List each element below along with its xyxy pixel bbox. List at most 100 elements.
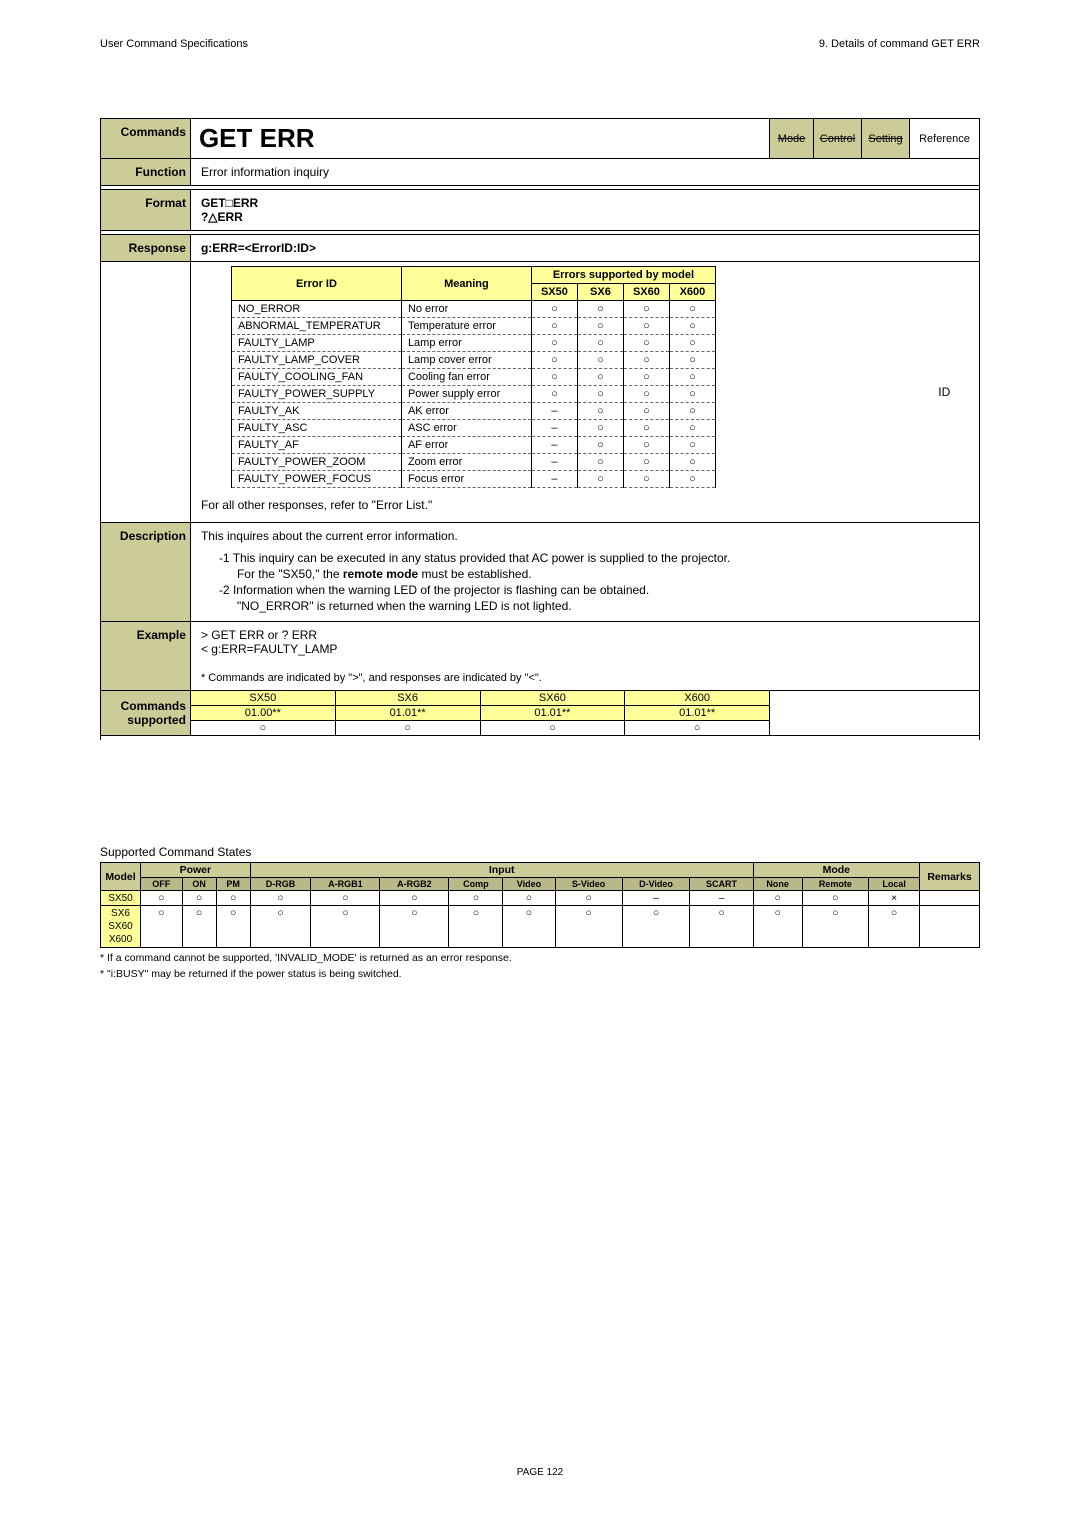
sub-col: ON xyxy=(182,878,216,891)
response-footer: For all other responses, refer to "Error… xyxy=(201,498,900,512)
sup-mark-2: ○ xyxy=(480,721,625,736)
state-cell: ○ xyxy=(753,891,802,906)
states-title: Supported Command States xyxy=(100,845,980,859)
state-cell: × xyxy=(869,891,920,906)
header-reference: Reference xyxy=(909,119,979,159)
error-row: ABNORMAL_TEMPERATURTemperature error○○○○ xyxy=(231,318,715,335)
state-cell: ○ xyxy=(380,891,449,906)
sup-col-0: SX50 xyxy=(190,691,335,706)
state-cell xyxy=(920,891,980,906)
sup-ver-0: 01.00** xyxy=(190,706,335,721)
state-cell: ○ xyxy=(380,906,449,948)
state-cell: ○ xyxy=(802,906,869,948)
sup-col-1: SX6 xyxy=(335,691,480,706)
state-cell: ○ xyxy=(555,891,622,906)
sub-col: Remote xyxy=(802,878,869,891)
footnote-2: * "i:BUSY" may be returned if the power … xyxy=(100,968,980,980)
state-cell: – xyxy=(690,891,753,906)
state-cell: ○ xyxy=(449,891,503,906)
col-x600: X600 xyxy=(669,284,715,301)
error-row: FAULTY_POWER_SUPPLYPower supply error○○○… xyxy=(231,386,715,403)
state-cell: ○ xyxy=(753,906,802,948)
grp-input: Input xyxy=(250,863,753,878)
example-cell: > GET ERR or ? ERR < g:ERR=FAULTY_LAMP *… xyxy=(190,622,979,691)
sup-col-3: X600 xyxy=(625,691,770,706)
error-row: FAULTY_LAMPLamp error○○○○ xyxy=(231,335,715,352)
error-row: FAULTY_AKAK error–○○○ xyxy=(231,403,715,420)
header-left: User Command Specifications xyxy=(100,38,248,50)
state-cell: ○ xyxy=(250,891,311,906)
state-cell: ○ xyxy=(555,906,622,948)
state-cell: ○ xyxy=(869,906,920,948)
sub-col: Comp xyxy=(449,878,503,891)
sub-col: S-Video xyxy=(555,878,622,891)
error-table: Error ID Meaning Errors supported by mod… xyxy=(231,266,716,488)
state-cell: ○ xyxy=(503,906,555,948)
sup-mark-0: ○ xyxy=(190,721,335,736)
label-example: Example xyxy=(101,622,191,691)
sub-col: D-Video xyxy=(622,878,690,891)
states-table: Model Power Input Mode Remarks OFFONPMD-… xyxy=(100,862,980,948)
sub-col: Video xyxy=(503,878,555,891)
error-row: FAULTY_AFAF error–○○○ xyxy=(231,437,715,454)
sup-col-2: SX60 xyxy=(480,691,625,706)
state-cell: ○ xyxy=(216,891,250,906)
state-cell: ○ xyxy=(503,891,555,906)
state-cell: ○ xyxy=(141,906,183,948)
desc-n2a: -2 Information when the warning LED of t… xyxy=(201,583,969,597)
desc-n1a: -1 This inquiry can be executed in any s… xyxy=(201,551,969,565)
sub-col: A-RGB1 xyxy=(311,878,380,891)
header-right: 9. Details of command GET ERR xyxy=(819,38,980,50)
error-row: FAULTY_COOLING_FANCooling fan error○○○○ xyxy=(231,369,715,386)
sup-mark-3: ○ xyxy=(625,721,770,736)
error-row: NO_ERRORNo error○○○○ xyxy=(231,301,715,318)
header-mode: Mode xyxy=(770,119,814,159)
example-line-1: > GET ERR or ? ERR xyxy=(201,628,317,642)
sup-mark-1: ○ xyxy=(335,721,480,736)
sub-col: D-RGB xyxy=(250,878,311,891)
desc-n2b: "NO_ERROR" is returned when the warning … xyxy=(201,599,969,613)
sub-col: Local xyxy=(869,878,920,891)
grp-remarks: Remarks xyxy=(920,863,980,891)
label-response: Response xyxy=(101,235,191,262)
col-meaning: Meaning xyxy=(401,267,531,301)
example-note: * Commands are indicated by ">", and res… xyxy=(201,672,542,684)
sub-col: A-RGB2 xyxy=(380,878,449,891)
model-cell-group: SX6SX60X600 xyxy=(101,906,141,948)
id-side: ID xyxy=(909,262,979,523)
label-cmds-supported: Commandssupported xyxy=(101,691,191,736)
grp-mode: Mode xyxy=(753,863,919,878)
sup-ver-1: 01.01** xyxy=(335,706,480,721)
example-line-2: < g:ERR=FAULTY_LAMP xyxy=(201,642,338,656)
state-cell: ○ xyxy=(690,906,753,948)
state-cell: ○ xyxy=(182,906,216,948)
format-line-2: ?△ERR xyxy=(201,210,243,224)
error-row: FAULTY_POWER_ZOOMZoom error–○○○ xyxy=(231,454,715,471)
state-cell: ○ xyxy=(250,906,311,948)
sup-ver-3: 01.01** xyxy=(625,706,770,721)
state-cell: ○ xyxy=(622,906,690,948)
command-name: GET ERR xyxy=(190,119,769,159)
state-cell: ○ xyxy=(182,891,216,906)
col-esbm: Errors supported by model xyxy=(531,267,715,284)
command-spec-table: Commands GET ERR Mode Control Setting Re… xyxy=(100,118,980,740)
label-commands: Commands xyxy=(101,119,191,159)
desc-n1b: For the "SX50," the remote mode must be … xyxy=(201,567,969,581)
state-cell: ○ xyxy=(141,891,183,906)
response-body: Error ID Meaning Errors supported by mod… xyxy=(190,262,909,523)
error-row: FAULTY_LAMP_COVERLamp cover error○○○○ xyxy=(231,352,715,369)
grp-model: Model xyxy=(101,863,141,891)
sub-col: OFF xyxy=(141,878,183,891)
state-cell: ○ xyxy=(216,906,250,948)
format-line-1: GET□ERR xyxy=(201,196,258,210)
label-description: Description xyxy=(101,523,191,622)
description-cell: This inquires about the current error in… xyxy=(190,523,979,622)
col-sx6: SX6 xyxy=(577,284,623,301)
label-format: Format xyxy=(101,190,191,231)
error-row: FAULTY_POWER_FOCUSFocus error–○○○ xyxy=(231,471,715,488)
state-cell: – xyxy=(622,891,690,906)
grp-power: Power xyxy=(141,863,251,878)
state-cell: ○ xyxy=(802,891,869,906)
desc-intro: This inquires about the current error in… xyxy=(201,529,458,543)
col-error-id: Error ID xyxy=(231,267,401,301)
